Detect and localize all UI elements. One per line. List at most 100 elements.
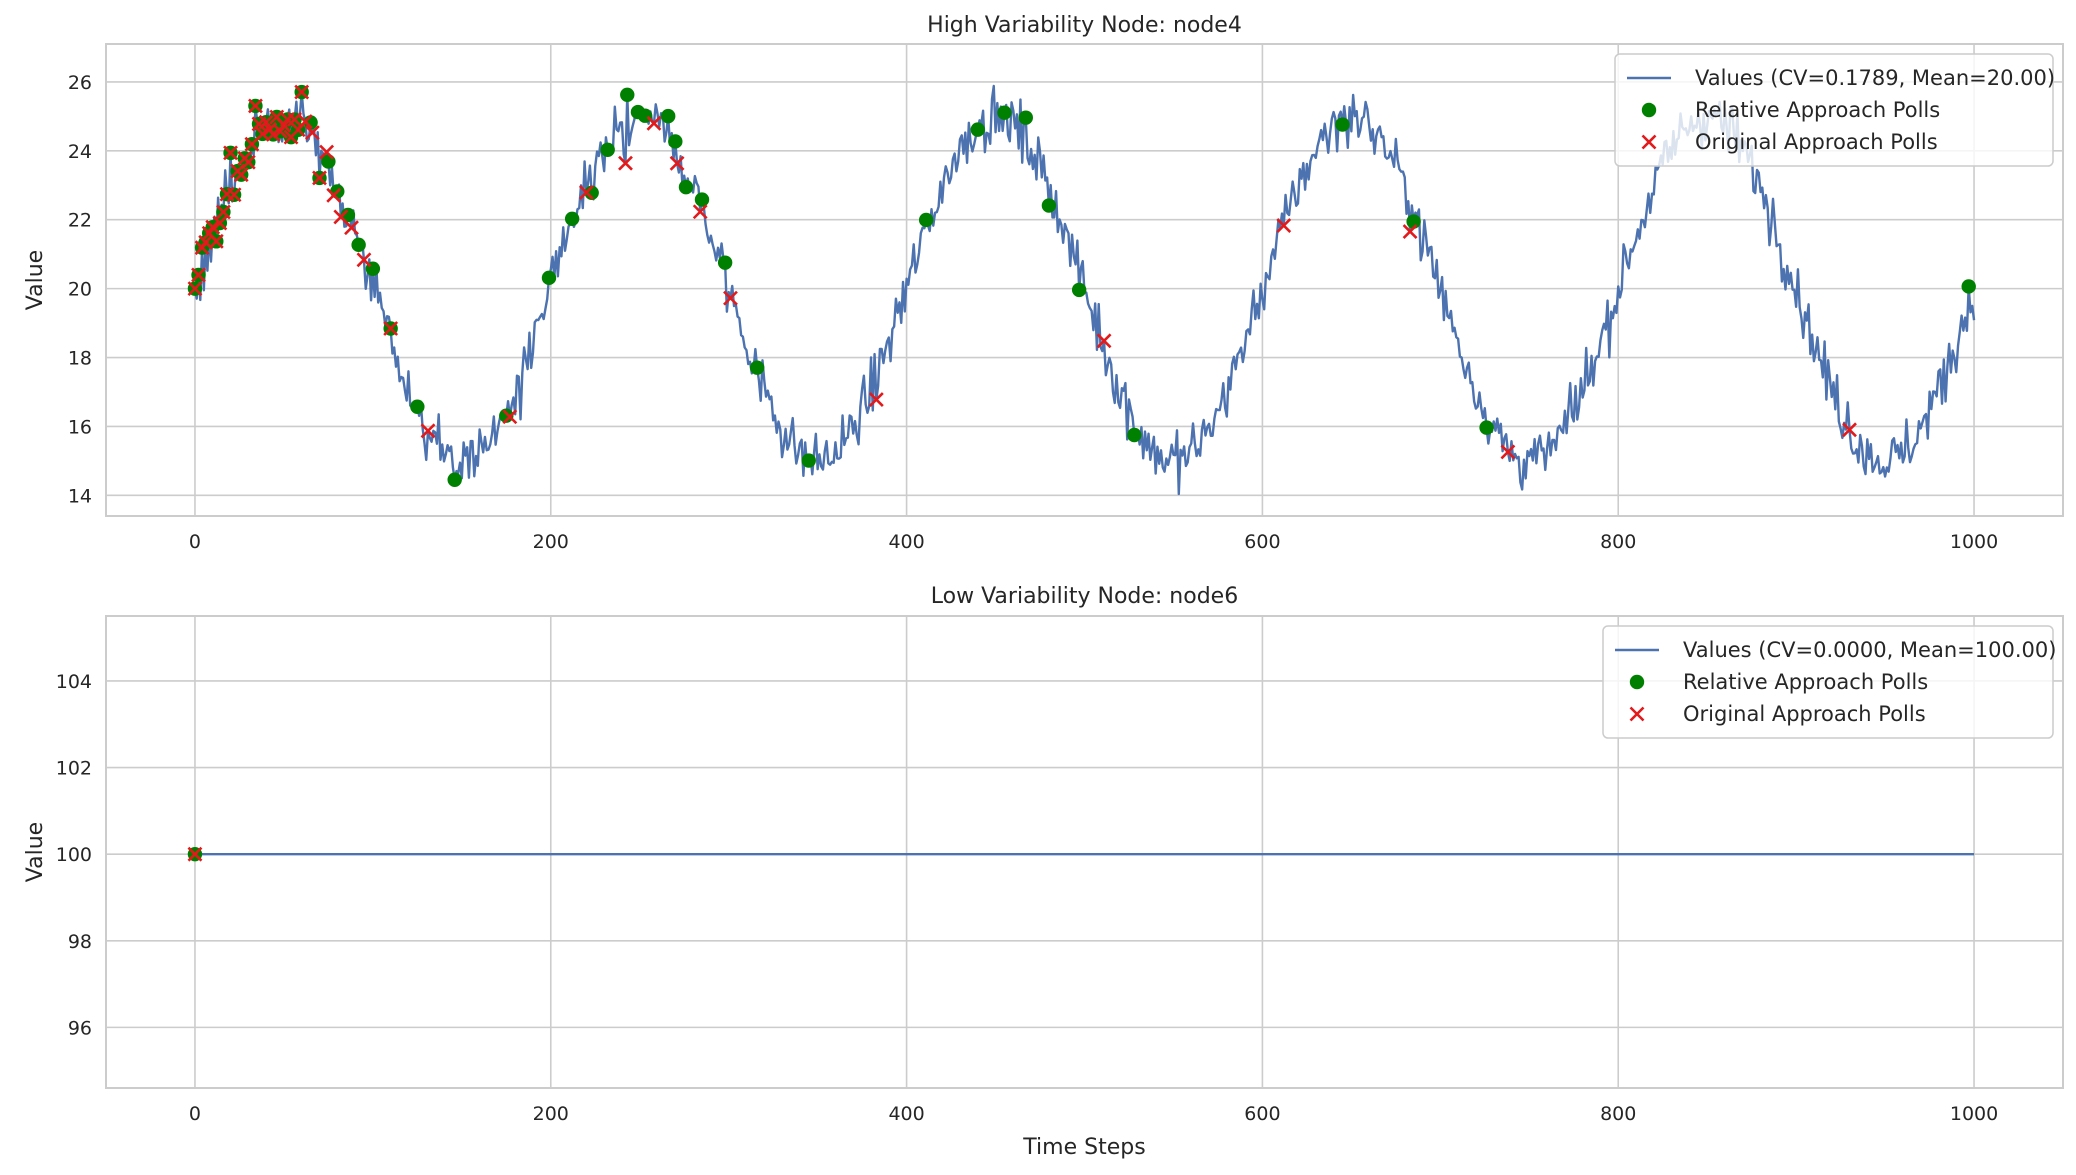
poll-point-relative (1961, 279, 1976, 294)
legend-handle-circle (1629, 674, 1645, 690)
x-tick-label: 0 (189, 1103, 201, 1125)
poll-point-original (312, 170, 327, 186)
x-tick-label: 200 (533, 531, 569, 553)
poll-point-original (868, 392, 884, 408)
y-tick-label: 100 (56, 844, 92, 866)
poll-point-original (723, 290, 738, 306)
legend-entry: Original Approach Polls (1683, 702, 1926, 726)
poll-point-relative (340, 207, 356, 223)
poll-point-relative (351, 237, 366, 253)
legend-box (1602, 625, 2054, 739)
x-tick-label: 200 (533, 1103, 569, 1125)
legend-handle-circle (1641, 102, 1657, 118)
poll-point-relative (668, 134, 683, 149)
y-tick-label: 16 (68, 416, 92, 438)
poll-point-original (692, 204, 708, 220)
poll-point-original (233, 167, 249, 183)
poll-point-original (248, 98, 263, 114)
poll-point-relative (694, 192, 710, 207)
poll-point-original (669, 155, 685, 171)
y-tick-label: 104 (56, 671, 92, 693)
poll-point-original (1096, 333, 1112, 349)
poll-point-original (502, 409, 518, 425)
x-tick-label: 600 (1244, 1103, 1280, 1125)
poll-point-original (208, 233, 224, 249)
poll-point-relative (447, 472, 462, 487)
x-tick-label: 800 (1600, 531, 1636, 553)
poll-point-original (258, 114, 274, 130)
legend-handle-x (1629, 706, 1645, 722)
poll-point-relative (499, 408, 514, 423)
x-tick-label: 400 (888, 1103, 924, 1125)
poll-point-original (1276, 218, 1292, 233)
x-tick-label: 1000 (1950, 531, 1998, 553)
y-tick-label: 26 (68, 72, 92, 94)
poll-point-original (326, 187, 342, 203)
poll-point-relative (1479, 420, 1494, 435)
poll-point-original (212, 215, 228, 231)
x-tick-label: 400 (888, 531, 924, 553)
poll-point-original (646, 115, 662, 131)
poll-point-relative (970, 122, 985, 137)
y-tick-label: 24 (68, 141, 92, 163)
chart-panel-low-variability: Low Variability Node: node6 Value Time S… (23, 584, 2064, 1160)
poll-point-original (356, 252, 372, 268)
poll-point-original (216, 204, 231, 220)
legend-entry: Values (CV=0.1789, Mean=20.00) (1695, 66, 2055, 90)
poll-point-relative (1071, 282, 1087, 298)
poll-point-relative (717, 255, 733, 270)
x-tick-label: 800 (1600, 1103, 1636, 1125)
x-tick-label: 600 (1244, 531, 1280, 553)
y-tick-label: 20 (68, 279, 92, 301)
poll-point-original (191, 267, 206, 283)
poll-point-relative (1041, 198, 1057, 213)
y-tick-label: 18 (68, 348, 92, 370)
x-axis-label: Time Steps (1022, 1135, 1145, 1160)
poll-point-original (205, 219, 221, 235)
poll-point-original (297, 114, 313, 129)
poll-point-original (344, 220, 359, 236)
legend: Values (CV=0.1789, Mean=20.00) Relative A… (1614, 53, 2055, 167)
chart-panel-high-variability: High Variability Node: node4 Value 0 200 4… (23, 13, 2064, 553)
legend-entry: Relative Approach Polls (1695, 98, 1940, 122)
y-tick-label: 98 (68, 931, 92, 953)
plot-frame (105, 615, 2064, 1089)
legend-handle-x (1641, 134, 1657, 150)
poll-point-original (223, 145, 238, 161)
x-tick-label: 0 (189, 531, 201, 553)
original-approach-polls (187, 84, 1857, 460)
poll-point-relative (918, 212, 934, 228)
legend-entry: Relative Approach Polls (1683, 670, 1928, 694)
chart-title: Low Variability Node: node6 (931, 584, 1238, 609)
poll-point-relative (620, 87, 635, 102)
poll-point-relative (678, 179, 694, 195)
poll-point-original (383, 321, 399, 336)
poll-point-relative (801, 453, 816, 468)
y-tick-label: 102 (56, 758, 92, 780)
poll-point-original (420, 423, 436, 439)
poll-point-original (187, 281, 203, 297)
poll-point-relative (1018, 110, 1033, 125)
poll-point-original (304, 125, 320, 141)
poll-point-original (1500, 444, 1516, 460)
y-tick-label: 14 (68, 485, 92, 507)
poll-point-relative (660, 108, 676, 124)
x-tick-label: 1000 (1950, 1103, 1998, 1125)
poll-point-relative (997, 105, 1012, 120)
poll-point-original (240, 154, 256, 170)
y-tick-label: 22 (68, 210, 92, 232)
poll-point-original (618, 155, 633, 171)
poll-point-original (226, 187, 242, 203)
legend-entry: Values (CV=0.0000, Mean=100.00) (1683, 638, 2056, 662)
y-tick-label: 96 (68, 1017, 92, 1039)
poll-point-relative (1406, 214, 1421, 229)
poll-point-original (578, 185, 594, 200)
poll-point-relative (410, 399, 425, 414)
chart-title: High Variability Node: node4 (927, 13, 1242, 38)
y-axis-label: Value (23, 250, 48, 310)
poll-point-relative (749, 360, 765, 375)
poll-point-relative (541, 270, 557, 286)
poll-point-original (1842, 422, 1857, 438)
poll-point-original (294, 84, 310, 100)
